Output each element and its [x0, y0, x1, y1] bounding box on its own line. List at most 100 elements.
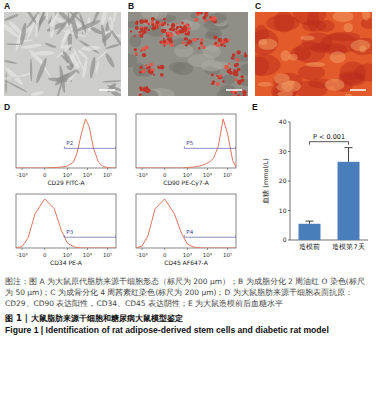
cell [34, 50, 55, 55]
lipid-droplet [175, 28, 177, 30]
lipid-droplet [202, 46, 205, 49]
lipid-droplet [244, 52, 246, 54]
axis-title: CD34 PE-A [50, 259, 83, 266]
plot-frame [16, 194, 116, 248]
light-patch [325, 79, 345, 91]
tick-label: 0 [163, 252, 167, 258]
lipid-droplet [161, 29, 165, 33]
lipid-droplet [163, 38, 165, 40]
nodule [298, 65, 325, 80]
tick [44, 168, 45, 170]
cell [78, 12, 87, 35]
figure: ABCDEP2-10³010³10⁴10⁵CD29 FITC-AP5-10³01… [0, 0, 376, 274]
cell [222, 89, 244, 96]
cell [203, 13, 227, 24]
gate [184, 235, 236, 237]
image-ground [128, 12, 248, 96]
lipid-droplet [213, 36, 217, 40]
lipid-droplet [135, 26, 138, 29]
lipid-droplet [220, 43, 223, 46]
cell [35, 57, 49, 84]
lipid-droplet [141, 69, 145, 73]
tick-label: 10⁵ [223, 252, 232, 258]
tick [22, 168, 23, 170]
nodule [255, 29, 278, 55]
annotation: P < 0.001 [313, 133, 345, 141]
lipid-droplet [223, 45, 225, 47]
lipid-droplet [222, 80, 224, 82]
tick-label: 10⁴ [203, 172, 213, 178]
light-patch [362, 12, 370, 20]
light-patch [258, 82, 272, 87]
error-bar [345, 148, 353, 162]
cell [104, 52, 116, 68]
tick-label: -10³ [16, 172, 27, 178]
image-ground [4, 12, 121, 96]
tick [288, 240, 290, 241]
lipid-droplet [148, 66, 151, 69]
tick-label: 10⁵ [103, 252, 112, 258]
gate [64, 235, 116, 237]
panel-letter: E [252, 102, 258, 112]
tick [207, 168, 208, 170]
tick-label: 10⁴ [83, 172, 93, 178]
cell [106, 82, 118, 94]
tick-label: 10⁴ [203, 252, 213, 258]
cell [95, 60, 101, 74]
tick [207, 248, 208, 250]
lipid-droplet [160, 65, 165, 70]
cell [20, 72, 31, 77]
lipid-droplet [202, 16, 206, 20]
lipid-droplet [144, 45, 148, 49]
lipid-droplet [167, 23, 169, 25]
page: {"panel_labels": ["A", "B", "C", "D", "E… [0, 0, 376, 409]
panel-letter: A [4, 1, 10, 11]
lipid-droplet [135, 22, 138, 25]
lipid-droplet [236, 58, 240, 62]
lipid-droplet [216, 82, 220, 86]
tick-label: 造模第7天 [332, 243, 364, 251]
lipid-droplet [163, 18, 165, 20]
cell [70, 15, 79, 40]
light-patch [281, 50, 290, 61]
cell [75, 19, 101, 33]
gate [184, 146, 236, 148]
lipid-droplet [153, 74, 155, 76]
lipid-droplet [169, 33, 173, 37]
lipid-droplet [163, 45, 165, 47]
panel-letter: C [255, 1, 261, 11]
cell [55, 19, 69, 36]
cell [241, 79, 248, 86]
lipid-droplet [151, 71, 153, 73]
tick-label: 10³ [63, 172, 72, 178]
lipid-droplet [142, 30, 146, 34]
lipid-droplet [193, 38, 197, 42]
lipid-droplet [142, 53, 146, 57]
lipid-droplet [219, 74, 222, 77]
tick [187, 248, 188, 250]
tick-label: 40 [279, 118, 287, 125]
tick-label: 0 [43, 172, 47, 178]
plot-area [299, 148, 360, 240]
cell [19, 22, 28, 46]
lipid-droplet [141, 28, 143, 30]
tick [67, 168, 68, 170]
cell [54, 68, 78, 87]
lipid-droplet [160, 73, 164, 77]
plot-area [136, 199, 236, 248]
lipid-droplet [172, 23, 175, 26]
lipid-droplet [180, 29, 183, 32]
lipid-droplet [184, 37, 187, 40]
plot-area [136, 119, 236, 168]
tick-label: 30 [279, 148, 287, 155]
tick-label: 10 [279, 207, 287, 214]
histogram-line [136, 119, 236, 168]
lipid-droplet [229, 71, 233, 75]
lipid-droplet [234, 72, 239, 77]
cell [15, 39, 33, 43]
tick [142, 248, 143, 250]
lipid-droplet [242, 94, 245, 96]
tick [288, 181, 290, 182]
plot-frame [136, 194, 236, 248]
lipid-droplet [162, 39, 166, 43]
